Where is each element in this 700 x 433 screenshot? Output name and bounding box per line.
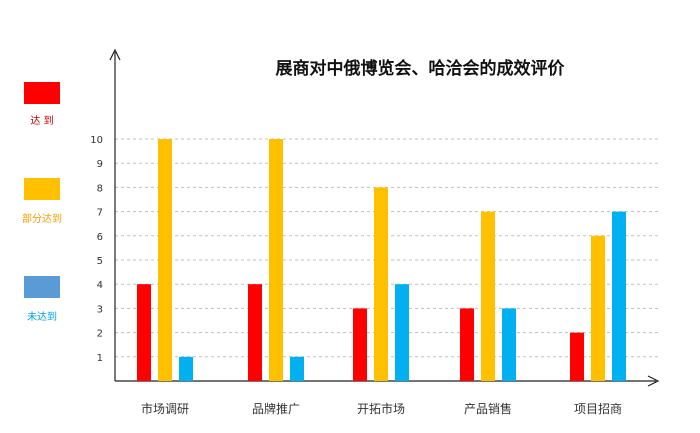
y-tick-label-7: 7	[97, 208, 103, 219]
bar-0-2	[179, 356, 193, 381]
bar-0-1	[158, 139, 172, 381]
axis-labels: 1 2 3 4 5 6 7 8 9 10 市场调研 品牌推广 开拓市场 产品销售 项目招商	[90, 135, 622, 416]
bar-4-0	[570, 332, 584, 381]
y-tick-label-5: 5	[97, 256, 103, 267]
x-axis-arrow	[647, 375, 660, 387]
y-tick-label-4: 4	[97, 280, 103, 291]
x-tick-label-0: 市场调研	[141, 401, 189, 416]
bar-1-0	[248, 284, 262, 381]
bar-2-0	[353, 308, 367, 381]
y-tick-label-10: 10	[90, 135, 103, 146]
legend-label-reached: 达 到	[30, 116, 54, 127]
bar-3-1	[481, 211, 495, 381]
bars	[137, 139, 626, 381]
bar-4-2	[612, 211, 626, 381]
bar-2-2	[395, 284, 409, 381]
x-tick-label-2: 开拓市场	[357, 401, 405, 416]
bar-0-0	[137, 284, 151, 381]
y-tick-label-8: 8	[97, 183, 103, 194]
y-tick-label-1: 1	[97, 353, 103, 364]
y-axis-arrow	[109, 48, 121, 61]
bar-3-0	[460, 308, 474, 381]
chart-title: 展商对中俄博览会、哈洽会的成效评价	[276, 58, 566, 79]
y-tick-label-9: 9	[97, 159, 103, 170]
bar-1-2	[290, 356, 304, 381]
bar-4-1	[591, 235, 605, 381]
bar-3-2	[502, 308, 516, 381]
x-tick-label-1: 品牌推广	[252, 402, 300, 416]
legend-label-partial: 部分达到	[22, 214, 62, 225]
y-tick-label-6: 6	[97, 232, 103, 243]
x-tick-label-3: 产品销售	[464, 401, 512, 416]
bar-1-1	[269, 139, 283, 381]
legend-swatch-not-reached	[24, 276, 60, 298]
x-tick-label-4: 项目招商	[574, 401, 622, 416]
y-tick-label-2: 2	[97, 329, 103, 340]
legend-label-not-reached: 未达到	[27, 312, 57, 323]
legend-swatch-reached	[24, 82, 60, 104]
bar-2-1	[374, 187, 388, 381]
y-tick-label-3: 3	[97, 304, 103, 315]
legend-swatch-partial	[24, 178, 60, 200]
